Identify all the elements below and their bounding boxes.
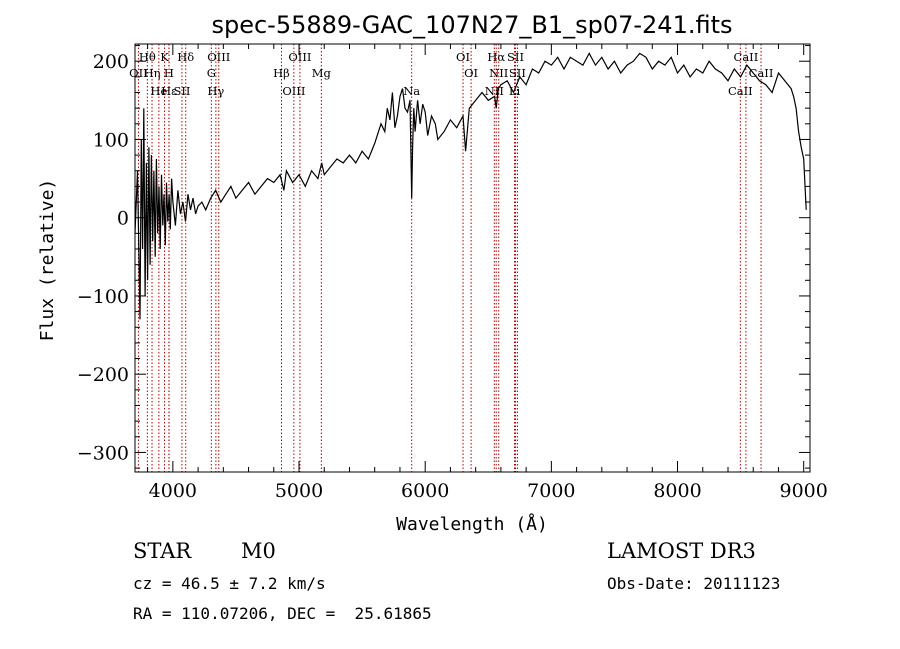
emission-line-label: SII [173,84,190,98]
x-tick-label: 8000 [653,480,701,502]
x-tick-label: 5000 [275,480,323,502]
emission-line-label: Hη [144,66,161,80]
emission-line-label: K [160,50,169,64]
emission-line-label: OI [456,50,470,64]
x-tick-label: 9000 [780,480,828,502]
chart-title: spec-55889-GAC_107N27_B1_sp07-241.fits [211,11,732,39]
emission-line-label: H [164,66,174,80]
y-tick-label: 200 [93,51,129,73]
emission-line-label: G [207,66,216,80]
emission-line-label: CaII [734,50,759,64]
y-tick-label: 100 [93,129,129,151]
y-tick-label: 0 [117,208,129,230]
emission-line-label: CaII [749,66,774,80]
emission-line-label: OIII [282,84,305,98]
emission-line-label: NII [489,66,508,80]
emission-line-labels: OIIHθHηHeKHHεSIIHδGHγOIIIHβOIIIOIIIMgNaO… [129,50,773,98]
object-class: STAR [133,539,192,563]
spectrum-line [134,52,807,320]
object-subclass: M0 [241,539,276,563]
x-tick-label: 4000 [149,480,197,502]
observation-date: Obs-Date: 20111123 [607,574,781,593]
emission-line-label: OIII [207,50,230,64]
emission-line-label: Hγ [207,84,224,98]
emission-line-label: Na [403,84,420,98]
axes: 4000 5000 6000 7000 8000 9000 −300 −200 −100 0 100… [77,43,828,502]
y-tick-label: −100 [77,286,129,308]
emission-line-label: SII [509,66,526,80]
redshift-velocity: cz = 46.5 ± 7.2 km/s [133,574,326,593]
emission-line-label: SII [507,50,524,64]
emission-line-label: OI [464,66,478,80]
emission-line-label: Hε [161,84,177,98]
emission-line-label: Hθ [139,50,156,64]
emission-line-label: Hα [487,50,505,64]
spectrum-series [134,52,807,320]
y-tick-label: −300 [77,442,129,464]
x-axis-label: Wavelength (Å) [396,513,548,535]
x-tick-label: 6000 [401,480,449,502]
emission-line-label: Mg [312,66,332,80]
plot-frame [134,43,811,473]
coordinates: RA = 110.07206, DEC = 25.61865 [133,604,432,623]
survey-name: LAMOST DR3 [607,539,756,563]
x-tick-label: 7000 [527,480,575,502]
y-axis-label: Flux (relative) [37,179,58,342]
emission-line-label: Li [509,84,521,98]
emission-line-label: OIII [288,50,311,64]
emission-line-label: NII [485,84,504,98]
emission-line-label: CaII [728,84,753,98]
emission-line-label: He [150,84,167,98]
y-tick-label: −200 [77,364,129,386]
emission-line-label: Hδ [177,50,194,64]
emission-line-label: Hβ [273,66,290,80]
emission-line-markers [137,44,762,472]
emission-line-label: OII [129,66,148,80]
